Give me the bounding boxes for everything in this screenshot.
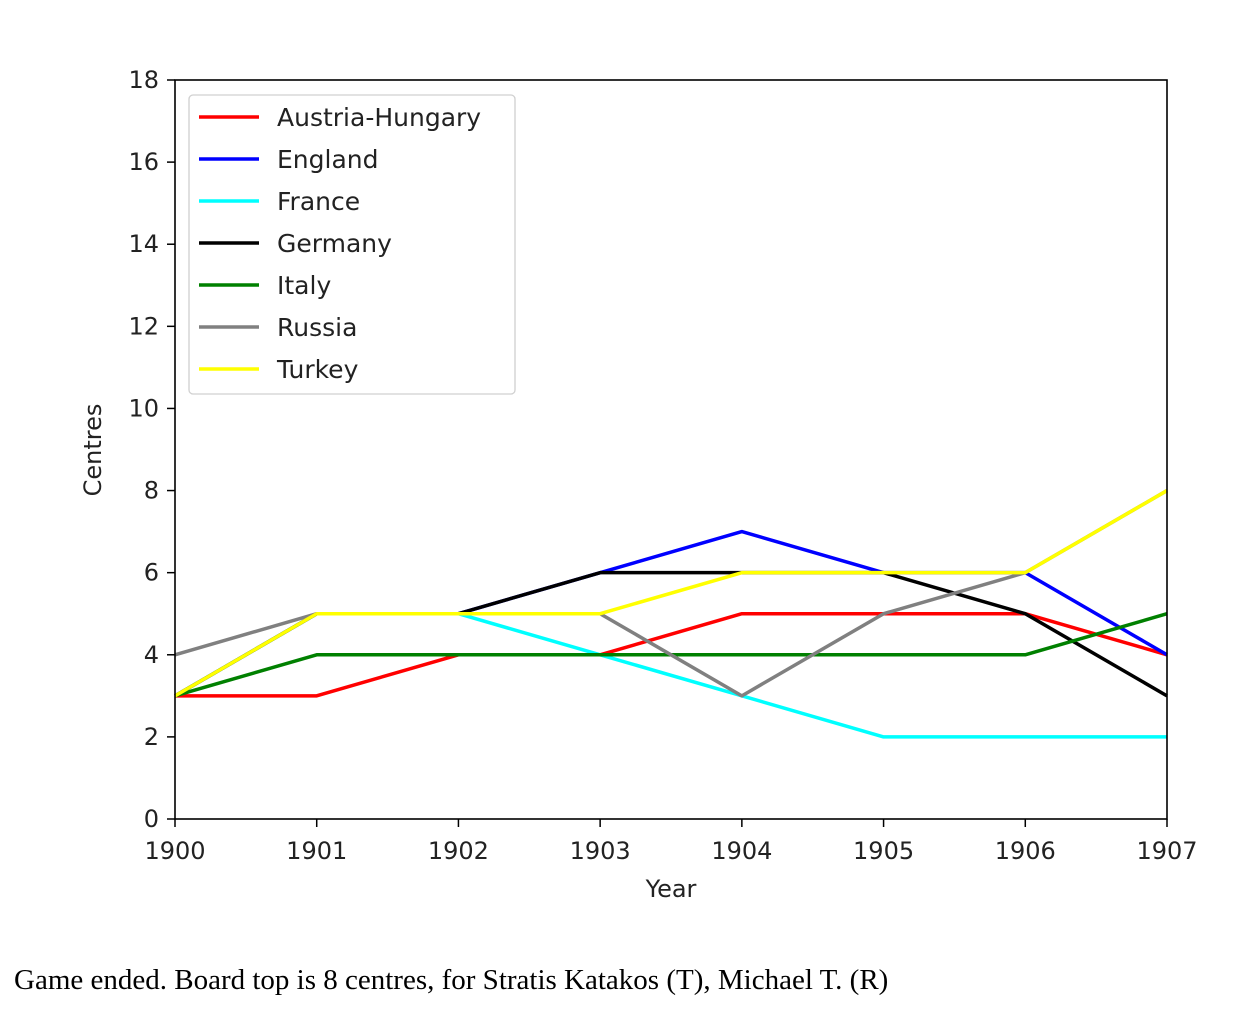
y-tick-label: 14 (128, 230, 159, 258)
series-line-france (174, 611, 1167, 739)
x-tick-label: 1900 (144, 837, 205, 865)
x-tick-label: 1903 (570, 837, 631, 865)
y-tick-label: 2 (144, 723, 159, 751)
x-tick-label: 1905 (853, 837, 914, 865)
x-tick-label: 1904 (711, 837, 772, 865)
axes-frame (174, 79, 1168, 820)
y-tick-label: 8 (144, 477, 159, 505)
y-tick-label: 18 (128, 66, 159, 94)
x-axis-label: Year (645, 875, 697, 903)
legend-label: Austria-Hungary (277, 103, 481, 132)
game-result-caption: Game ended. Board top is 8 centres, for … (14, 964, 889, 996)
legend-label: Germany (277, 229, 392, 258)
y-tick-label: 6 (144, 559, 159, 587)
y-tick-label: 12 (128, 312, 159, 340)
x-tick-label: 1901 (286, 837, 347, 865)
y-tick-label: 16 (128, 148, 159, 176)
axis-ticks: 1900 1901 1902 1903 1904 1905 1906 1907 0 2 4 6 8 10 1… (128, 66, 1197, 865)
y-axis-label: Centres (79, 404, 107, 497)
x-tick-label: 1902 (428, 837, 489, 865)
legend-box (188, 94, 516, 395)
legend-label: England (277, 145, 379, 174)
series-lines (174, 489, 1168, 739)
x-tick-label: 1906 (995, 837, 1056, 865)
x-tick-label: 1907 (1136, 837, 1197, 865)
series-line-austria-hungary (175, 611, 1168, 698)
y-tick-label: 10 (128, 394, 159, 422)
y-tick-label: 4 (144, 641, 159, 669)
legend-label: Turkey (276, 355, 359, 384)
legend-label: France (277, 187, 360, 216)
legend-label: Italy (277, 271, 331, 300)
y-tick-label: 0 (144, 805, 159, 833)
legend: Austria-Hungary England France Germany Italy… (188, 94, 516, 395)
series-line-turkey (174, 489, 1168, 698)
legend-label: Russia (277, 313, 357, 342)
